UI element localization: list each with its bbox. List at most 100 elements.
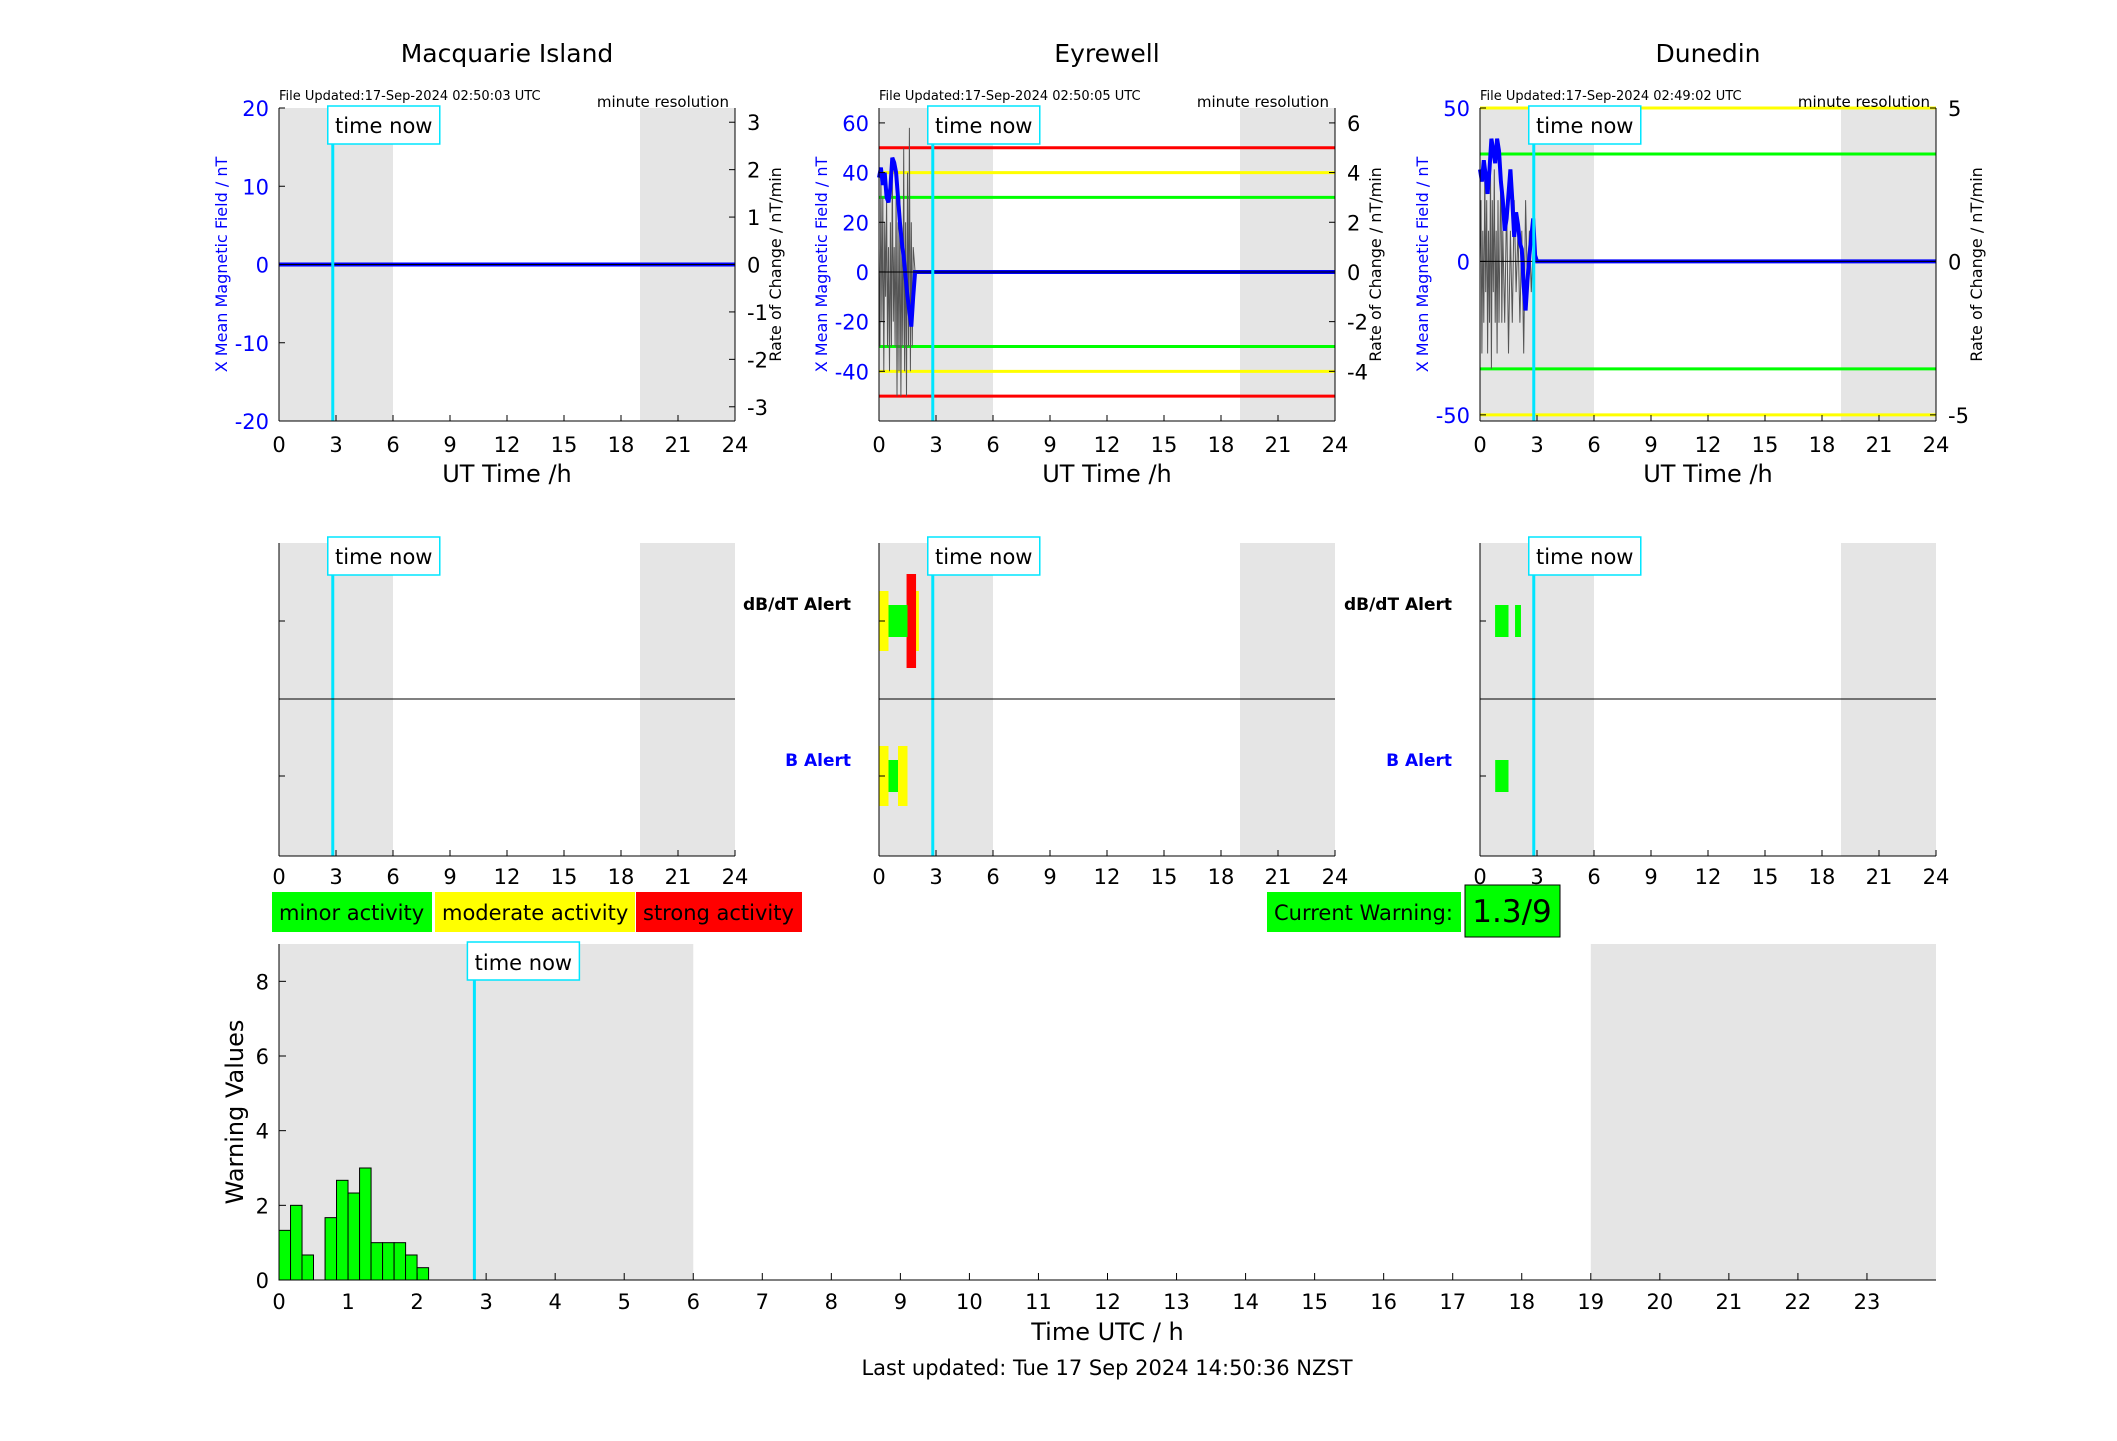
x-tick-label: 3 <box>1530 865 1543 889</box>
warning-bar <box>370 1242 384 1281</box>
x-tick-label: 18 <box>1208 433 1235 457</box>
x-tick-label: 21 <box>1265 433 1292 457</box>
dbdt-alert-label: dB/dT Alert <box>743 595 851 615</box>
x-tick-label: 4 <box>548 1290 561 1314</box>
x-tick-label: 6 <box>386 433 399 457</box>
warning-bar <box>301 1254 315 1281</box>
right-tick-label: -1 <box>747 301 768 325</box>
x-tick-label: 21 <box>1716 1290 1743 1314</box>
night-shade <box>1590 944 1936 1280</box>
right-tick-label: 3 <box>747 111 760 135</box>
x-tick-label: 0 <box>1473 865 1486 889</box>
file-updated: File Updated:17-Sep-2024 02:50:05 UTC <box>879 89 1141 104</box>
y-tick-label: 6 <box>256 1045 269 1069</box>
x-tick-label: 15 <box>1151 433 1178 457</box>
right-tick-label: -2 <box>747 348 768 372</box>
x-tick-label: 9 <box>443 433 456 457</box>
x-tick-label: 3 <box>929 865 942 889</box>
x-tick-label: 12 <box>494 865 521 889</box>
file-updated: File Updated:17-Sep-2024 02:50:03 UTC <box>279 89 541 104</box>
time-now-box <box>1528 105 1642 145</box>
legend-strong-swatch <box>636 892 802 932</box>
right-tick-label: 4 <box>1347 162 1360 186</box>
x-axis-label: UT Time /h <box>1042 460 1172 488</box>
x-tick-label: 18 <box>608 433 635 457</box>
x-tick-label: 12 <box>1695 865 1722 889</box>
x-tick-label: 18 <box>1809 433 1836 457</box>
right-tick-label: -5 <box>1948 404 1969 428</box>
x-tick-label: 0 <box>872 433 885 457</box>
x-tick-label: 3 <box>329 433 342 457</box>
warning-bar <box>382 1242 395 1281</box>
magnetic-field-series <box>1478 138 1936 311</box>
b-alert-mark <box>898 746 908 806</box>
x-tick-label: 6 <box>386 865 399 889</box>
left-tick-label: -40 <box>835 360 869 384</box>
x-tick-label: 15 <box>551 865 578 889</box>
warning-bar <box>347 1192 361 1281</box>
left-tick-label: 0 <box>1457 250 1470 274</box>
x-tick-label: 12 <box>1094 1290 1121 1314</box>
file-updated: File Updated:17-Sep-2024 02:49:02 UTC <box>1480 89 1742 104</box>
x-tick-label: 3 <box>1530 433 1543 457</box>
right-tick-label: 0 <box>1347 261 1360 285</box>
x-tick-label: 9 <box>1043 865 1056 889</box>
x-tick-label: 18 <box>1809 865 1836 889</box>
x-axis-label: UT Time /h <box>1643 460 1773 488</box>
legend-minor-label: minor activity <box>279 901 424 925</box>
warning-bar <box>324 1217 338 1281</box>
b-alert-label: B Alert <box>1386 751 1452 771</box>
x-tick-label: 21 <box>1265 865 1292 889</box>
time-now-box <box>466 941 581 981</box>
left-axis-label: X Mean Magnetic Field / nT <box>212 157 231 373</box>
warning-bar <box>393 1242 407 1281</box>
x-tick-label: 9 <box>894 1290 907 1314</box>
right-axis-label: Rate of Change / nT/min <box>1366 167 1385 362</box>
time-now-box <box>327 536 441 576</box>
x-tick-label: 24 <box>1322 865 1349 889</box>
x-tick-label: 15 <box>1151 865 1178 889</box>
right-tick-label: 2 <box>747 159 760 183</box>
x-tick-label: 6 <box>1587 865 1600 889</box>
x-tick-label: 15 <box>551 433 578 457</box>
x-tick-label: 3 <box>929 433 942 457</box>
rate-of-change-series <box>878 127 917 397</box>
right-tick-label: 1 <box>747 206 760 230</box>
warning-bar <box>336 1179 349 1281</box>
time-now-label: time now <box>1536 545 1633 569</box>
time-now-label: time now <box>1536 114 1633 138</box>
right-axis-label: Rate of Change / nT/min <box>1967 167 1986 362</box>
x-tick-label: 21 <box>665 433 692 457</box>
left-tick-label: 40 <box>842 162 869 186</box>
warning-bar <box>405 1254 418 1281</box>
x-tick-label: 24 <box>1923 433 1950 457</box>
dbdt-alert-mark <box>1495 605 1509 637</box>
resolution-label: minute resolution <box>1197 93 1329 111</box>
x-tick-label: 0 <box>872 865 885 889</box>
x-tick-label: 18 <box>608 865 635 889</box>
x-tick-label: 21 <box>1866 433 1893 457</box>
x-tick-label: 14 <box>1232 1290 1259 1314</box>
left-tick-label: 0 <box>256 254 269 278</box>
x-tick-label: 21 <box>1866 865 1893 889</box>
time-now-label: time now <box>475 951 572 975</box>
right-tick-label: -4 <box>1347 360 1368 384</box>
left-tick-label: 50 <box>1443 97 1470 121</box>
left-tick-label: -10 <box>235 332 269 356</box>
right-tick-label: 2 <box>1347 211 1360 235</box>
y-tick-label: 4 <box>256 1120 269 1144</box>
x-tick-label: 15 <box>1752 433 1779 457</box>
left-tick-label: -20 <box>235 410 269 434</box>
left-tick-label: 20 <box>842 211 869 235</box>
x-tick-label: 6 <box>986 433 999 457</box>
last-updated-footer: Last updated: Tue 17 Sep 2024 14:50:36 N… <box>861 1356 1352 1380</box>
station-title: Eyrewell <box>1054 39 1159 68</box>
warning-y-axis-label: Warning Values <box>221 1020 249 1205</box>
dbdt-alert-mark <box>906 574 917 668</box>
x-tick-label: 13 <box>1163 1290 1190 1314</box>
x-tick-label: 9 <box>443 865 456 889</box>
